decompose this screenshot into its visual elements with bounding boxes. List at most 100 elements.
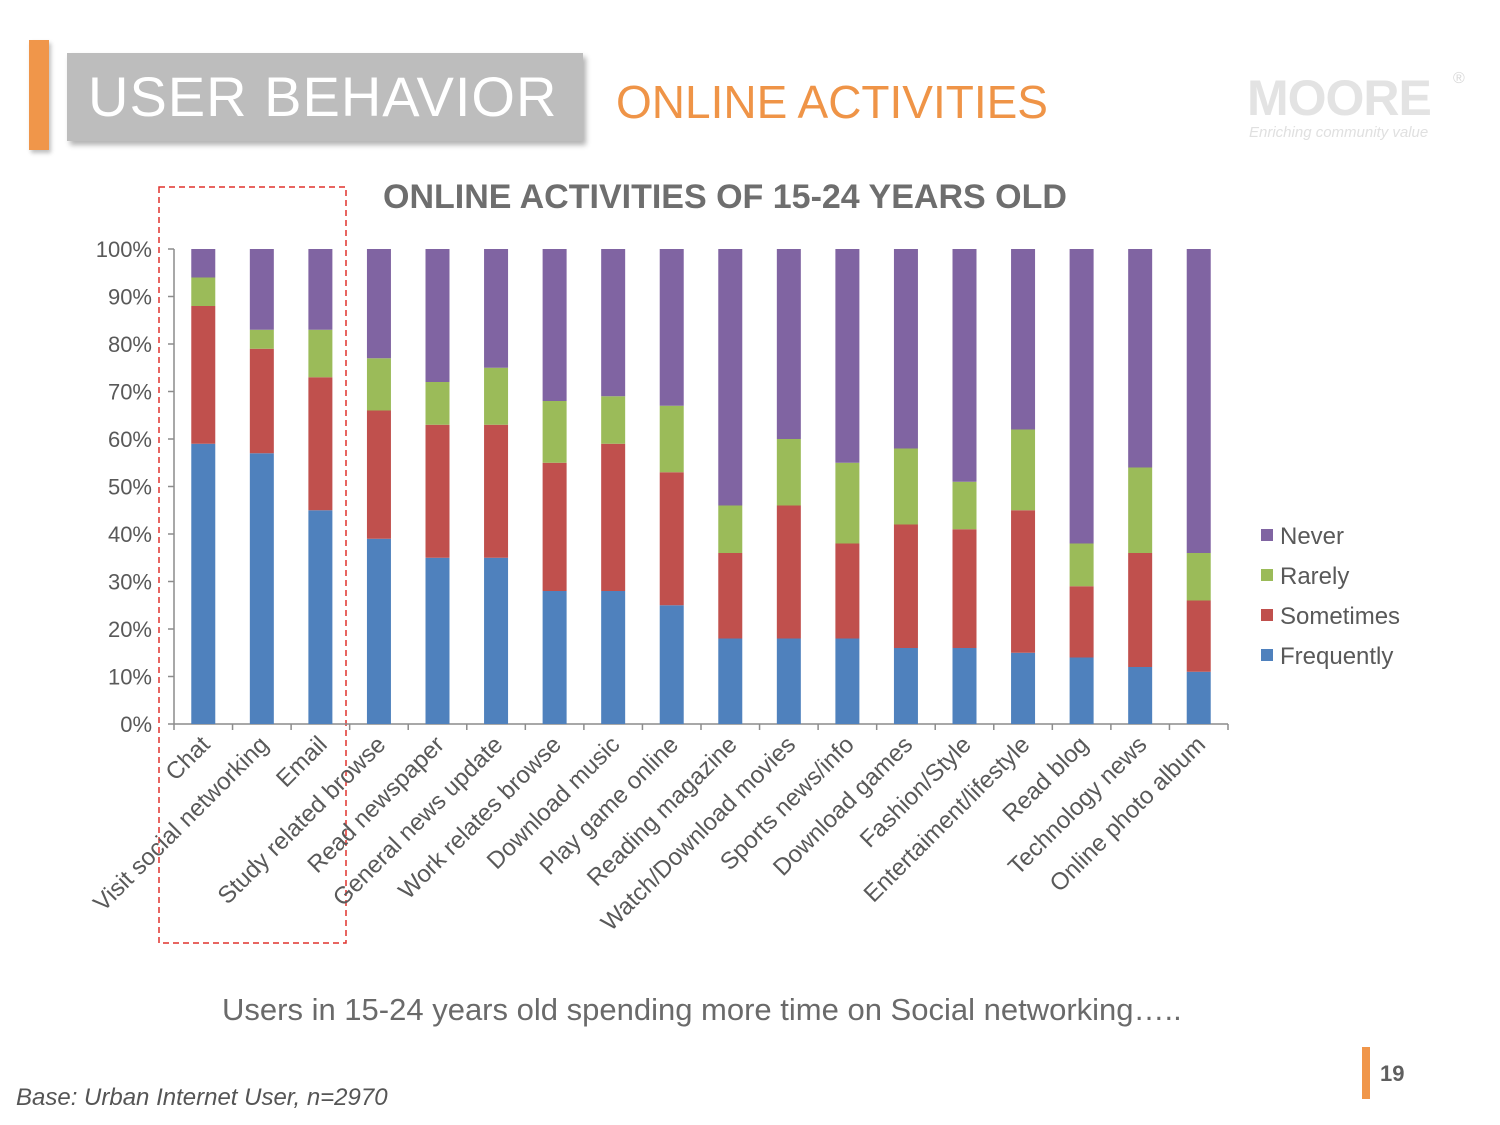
bar-rarely <box>718 505 743 553</box>
bar-frequently <box>1011 652 1036 724</box>
page-number-bar <box>1362 1047 1370 1099</box>
subsection-title: ONLINE ACTIVITIES <box>616 76 1048 128</box>
legend-swatch-never <box>1261 529 1273 541</box>
bar-never <box>1186 249 1211 553</box>
bar-sometimes <box>191 306 216 444</box>
y-tick-label: 70% <box>108 380 152 405</box>
bar-never <box>1128 249 1153 468</box>
bar-sometimes <box>249 348 274 454</box>
bar-rarely <box>542 401 567 463</box>
bar-never <box>659 249 684 406</box>
bar-frequently <box>542 591 567 724</box>
bar-never <box>484 249 509 368</box>
bar-sometimes <box>1186 600 1211 672</box>
legend-swatch-rarely <box>1261 569 1273 581</box>
bar-sometimes <box>366 410 391 539</box>
bar-frequently <box>366 538 391 724</box>
bar-frequently <box>484 557 509 724</box>
bar-frequently <box>1069 657 1094 724</box>
bar-rarely <box>952 481 977 530</box>
bar-rarely <box>835 462 860 544</box>
bar-rarely <box>308 329 333 378</box>
bar-rarely <box>893 448 918 525</box>
bar-sometimes <box>952 529 977 648</box>
y-tick-label: 30% <box>108 570 152 595</box>
bar-never <box>1011 249 1036 430</box>
legend-label-rarely: Rarely <box>1280 563 1349 590</box>
bar-rarely <box>1069 543 1094 587</box>
logo-word: MOORE <box>1247 70 1432 126</box>
bar-frequently <box>308 510 333 724</box>
bar-never <box>249 249 274 330</box>
bar-frequently <box>601 591 626 724</box>
bar-sometimes <box>659 472 684 606</box>
y-tick-label: 10% <box>108 665 152 690</box>
bar-rarely <box>776 439 801 506</box>
legend-label-never: Never <box>1280 523 1344 550</box>
bar-sometimes <box>1011 510 1036 653</box>
bar-sometimes <box>601 443 626 591</box>
bar-rarely <box>1011 429 1036 511</box>
chart-title: ONLINE ACTIVITIES OF 15-24 YEARS OLD <box>383 178 1067 216</box>
y-tick-label: 100% <box>96 237 152 262</box>
bar-frequently <box>1128 667 1153 724</box>
bar-rarely <box>659 405 684 473</box>
bar-sometimes <box>425 424 450 558</box>
bar-never <box>952 249 977 482</box>
page-number: 19 <box>1380 1061 1405 1086</box>
highlight-box <box>158 186 347 944</box>
y-tick-label: 90% <box>108 285 152 310</box>
bar-frequently <box>191 443 216 724</box>
section-title: USER BEHAVIOR <box>88 65 558 128</box>
y-tick-label: 40% <box>108 522 152 547</box>
bar-sometimes <box>776 505 801 639</box>
bar-never <box>425 249 450 382</box>
bar-rarely <box>484 367 509 425</box>
bar-frequently <box>249 453 274 724</box>
accent-bar <box>29 40 49 150</box>
bar-never <box>542 249 567 401</box>
y-tick-label: 80% <box>108 332 152 357</box>
bar-never <box>776 249 801 439</box>
bar-sometimes <box>718 553 743 639</box>
legend-label-frequently: Frequently <box>1280 643 1393 670</box>
bar-sometimes <box>893 524 918 648</box>
bar-frequently <box>1186 671 1211 724</box>
bar-never <box>366 249 391 359</box>
y-tick-label: 50% <box>108 475 152 500</box>
section-title-box <box>67 53 583 141</box>
bar-never <box>893 249 918 449</box>
bar-rarely <box>425 382 450 425</box>
base-note: Base: Urban Internet User, n=2970 <box>16 1084 388 1111</box>
bar-frequently <box>835 638 860 724</box>
legend-swatch-sometimes <box>1261 609 1273 621</box>
registered-mark: ® <box>1453 70 1465 87</box>
bar-frequently <box>952 648 977 724</box>
moore-logo: MOORE ® Enriching community value <box>1247 70 1472 150</box>
bar-never <box>601 249 626 397</box>
bar-never <box>835 249 860 463</box>
bar-never <box>191 249 216 278</box>
bar-rarely <box>366 358 391 411</box>
bar-frequently <box>718 638 743 724</box>
bar-never <box>1069 249 1094 544</box>
y-tick-label: 20% <box>108 617 152 642</box>
bar-sometimes <box>308 377 333 511</box>
bar-frequently <box>776 638 801 724</box>
bar-sometimes <box>1069 586 1094 658</box>
bar-rarely <box>191 277 216 306</box>
bar-rarely <box>1186 553 1211 601</box>
bar-rarely <box>249 329 274 349</box>
y-tick-label: 0% <box>120 712 152 737</box>
y-tick-label: 60% <box>108 427 152 452</box>
legend-label-sometimes: Sometimes <box>1280 603 1400 630</box>
bar-sometimes <box>484 424 509 558</box>
bar-rarely <box>1128 467 1153 553</box>
caption: Users in 15-24 years old spending more t… <box>222 992 1182 1027</box>
bar-sometimes <box>1128 553 1153 667</box>
bar-never <box>718 249 743 506</box>
bar-frequently <box>659 605 684 724</box>
bar-frequently <box>893 648 918 724</box>
bar-never <box>308 249 333 330</box>
